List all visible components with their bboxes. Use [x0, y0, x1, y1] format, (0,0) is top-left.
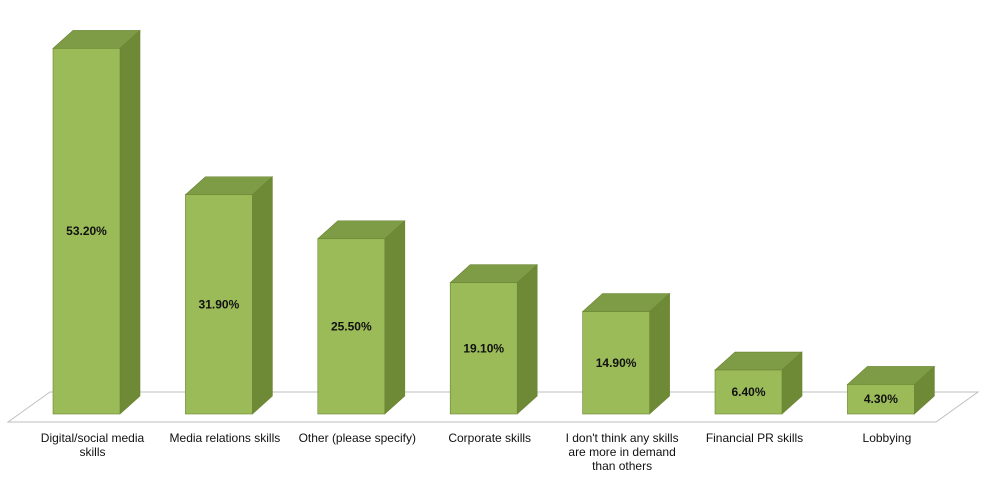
category-label: Corporate skills — [448, 431, 531, 445]
bar-front — [52, 48, 121, 415]
bar-side — [516, 264, 538, 415]
category-labels-group: Digital/social media skills Media relation… — [41, 431, 911, 473]
data-label: 19.10% — [463, 341, 504, 355]
data-label: 14.90% — [596, 356, 637, 370]
category-label: Digital/social media skills — [41, 431, 145, 459]
bar-side — [649, 292, 670, 415]
data-label: 6.40% — [731, 385, 765, 399]
bar-front — [449, 282, 518, 415]
bar-front — [185, 194, 253, 415]
bar-front — [714, 369, 783, 415]
bar-front — [317, 238, 386, 415]
bar — [52, 29, 141, 415]
data-label: 4.30% — [864, 392, 898, 406]
bar-side — [252, 176, 273, 415]
data-labels-group: 53.20% 31.90% 25.50% 19.10% 14.90% 6.40% 4.30% — [66, 224, 898, 406]
category-label: Financial PR skills — [706, 431, 803, 445]
bar — [846, 365, 936, 415]
data-label: 53.20% — [66, 224, 107, 238]
bar — [449, 264, 538, 415]
data-label: 25.50% — [331, 319, 372, 333]
bar — [184, 176, 274, 415]
bar-side — [119, 29, 141, 415]
data-label: 31.90% — [199, 297, 240, 311]
bar — [714, 351, 803, 415]
category-label: Media relations skills — [170, 431, 281, 445]
category-label: Lobbying — [863, 431, 912, 445]
bar — [317, 220, 406, 415]
bars-group — [52, 29, 936, 415]
category-label: Other (please specify) — [299, 431, 416, 445]
bar — [581, 292, 671, 415]
category-label: I don't think any skills are more in dema… — [566, 431, 679, 473]
bar-side — [384, 220, 406, 415]
bar-front — [847, 384, 915, 415]
bar-front — [582, 311, 650, 415]
